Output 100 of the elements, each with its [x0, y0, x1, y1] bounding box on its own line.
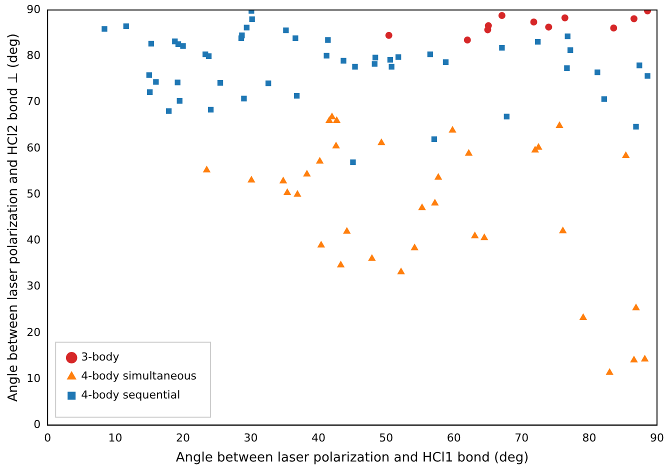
point	[640, 354, 649, 362]
point	[283, 188, 292, 195]
x-tick-label: 20	[176, 432, 190, 445]
point	[332, 116, 341, 123]
point	[568, 47, 574, 53]
x-tick-label: 70	[514, 432, 529, 445]
legend-label: 4-body sequential	[81, 388, 180, 402]
point	[564, 33, 570, 40]
x-tick-label: 80	[582, 432, 596, 445]
point	[434, 172, 442, 180]
point	[248, 176, 256, 182]
point	[470, 232, 479, 238]
point	[564, 65, 570, 71]
x-tick-label: 0	[44, 432, 52, 445]
point	[147, 89, 153, 95]
point	[332, 142, 340, 148]
point	[325, 37, 331, 43]
point	[594, 69, 600, 76]
point	[480, 233, 488, 240]
y-tick-label: 30	[26, 280, 41, 293]
point	[530, 18, 538, 26]
point	[464, 36, 471, 44]
legend-label: 4-body simultaneous	[81, 370, 197, 383]
point	[606, 368, 614, 375]
point	[368, 254, 376, 261]
point	[396, 54, 402, 60]
point	[387, 56, 394, 63]
x-tick-label: 40	[311, 432, 326, 445]
legend-label: 3-body	[81, 350, 120, 364]
point	[241, 96, 247, 102]
point	[336, 260, 345, 268]
point	[644, 73, 650, 79]
point	[561, 14, 568, 22]
point	[102, 26, 108, 32]
point	[292, 35, 298, 41]
point	[279, 176, 288, 184]
x-axis-title: Angle between laser polarization and HCl1 bond (deg)	[176, 450, 529, 466]
y-tick-label: 50	[26, 187, 41, 200]
point	[153, 79, 159, 85]
point	[123, 23, 129, 29]
point	[610, 24, 618, 32]
point	[431, 136, 438, 142]
point	[148, 40, 154, 47]
y-tick-label: 20	[26, 326, 41, 339]
point	[217, 80, 224, 86]
point	[352, 64, 358, 70]
point	[601, 96, 608, 102]
point	[633, 124, 639, 130]
point	[294, 190, 302, 197]
point	[342, 226, 351, 234]
point	[176, 98, 182, 104]
point	[558, 226, 567, 234]
x-tick-label: 10	[108, 432, 122, 445]
point	[340, 58, 346, 64]
point	[504, 114, 510, 120]
point	[202, 166, 211, 172]
point	[317, 240, 326, 248]
point	[206, 53, 212, 59]
point	[378, 138, 386, 146]
x-tick-label: 50	[379, 432, 394, 445]
point	[324, 52, 330, 58]
point	[316, 156, 324, 164]
point	[244, 24, 250, 30]
point	[636, 62, 642, 68]
point	[372, 61, 378, 67]
point	[294, 92, 300, 99]
point	[166, 108, 172, 114]
point	[249, 16, 255, 22]
y-tick-label: 90	[26, 2, 41, 16]
point	[410, 244, 418, 250]
point	[464, 148, 473, 156]
y-tick-label: 70	[26, 95, 41, 108]
x-tick-label: 60	[446, 432, 461, 445]
point	[448, 126, 456, 133]
point	[535, 39, 541, 45]
point	[372, 54, 378, 60]
y-tick-label: 60	[26, 141, 41, 154]
point	[350, 159, 356, 166]
point	[427, 51, 433, 58]
point	[579, 313, 588, 320]
point	[556, 121, 564, 128]
point	[431, 198, 439, 206]
point	[630, 356, 638, 362]
point	[442, 59, 449, 65]
point	[418, 203, 426, 210]
point	[545, 24, 552, 31]
x-tick-label: 90	[650, 432, 664, 445]
point	[239, 32, 245, 38]
y-axis-title: Angle between laser polarization and HCl2 bond ⊥ (deg)	[6, 33, 22, 402]
point	[180, 43, 186, 49]
point	[388, 64, 394, 70]
y-tick-label: 80	[26, 48, 41, 62]
point	[397, 268, 405, 274]
point	[283, 27, 289, 34]
point	[208, 106, 214, 112]
point	[303, 170, 311, 176]
point	[498, 12, 506, 20]
x-tick-label: 30	[244, 432, 258, 445]
y-tick-label: 10	[26, 372, 41, 385]
point	[385, 32, 392, 39]
